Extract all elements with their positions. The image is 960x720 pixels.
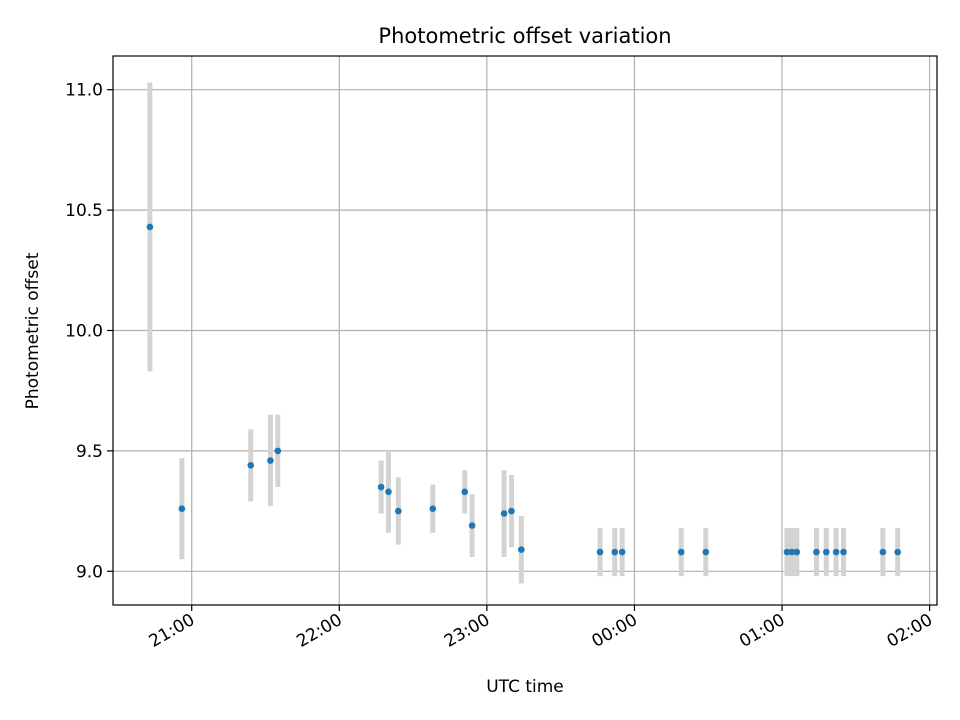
data-point xyxy=(385,488,392,496)
data-point xyxy=(429,505,437,512)
data-point xyxy=(461,488,469,496)
data-point xyxy=(518,546,525,553)
data-point xyxy=(500,510,508,517)
y-tick-label: 10.5 xyxy=(65,201,103,221)
data-point xyxy=(788,548,796,556)
data-point xyxy=(611,548,619,556)
data-point xyxy=(793,548,801,556)
y-axis-ticks: 9.0 9.5 10.0 10.5 11.0 xyxy=(65,81,113,582)
data-point xyxy=(596,548,604,556)
data-point xyxy=(840,548,847,556)
data-point xyxy=(267,457,274,464)
data-point xyxy=(894,548,901,556)
chart-title: Photometric offset variation xyxy=(378,24,671,48)
data-point xyxy=(879,548,887,556)
data-point xyxy=(274,447,282,455)
x-axis-label: UTC time xyxy=(486,677,564,697)
y-tick-label: 9.5 xyxy=(76,442,103,462)
data-point xyxy=(247,462,255,469)
data-point xyxy=(832,548,840,556)
data-point xyxy=(702,548,710,556)
data-point xyxy=(618,548,626,556)
data-point xyxy=(468,522,476,529)
data-point xyxy=(377,483,385,491)
data-point xyxy=(395,507,402,515)
y-tick-label: 9.0 xyxy=(76,562,103,582)
data-point xyxy=(508,507,515,515)
y-axis-label: Photometric offset xyxy=(23,252,43,409)
data-point xyxy=(178,505,186,512)
y-tick-label: 10.0 xyxy=(65,322,103,342)
data-point xyxy=(783,548,791,556)
data-points xyxy=(146,223,901,556)
y-tick-label: 11.0 xyxy=(65,81,103,101)
data-point xyxy=(146,223,154,231)
data-point xyxy=(813,548,820,556)
data-point xyxy=(677,548,685,556)
data-point xyxy=(823,548,830,556)
